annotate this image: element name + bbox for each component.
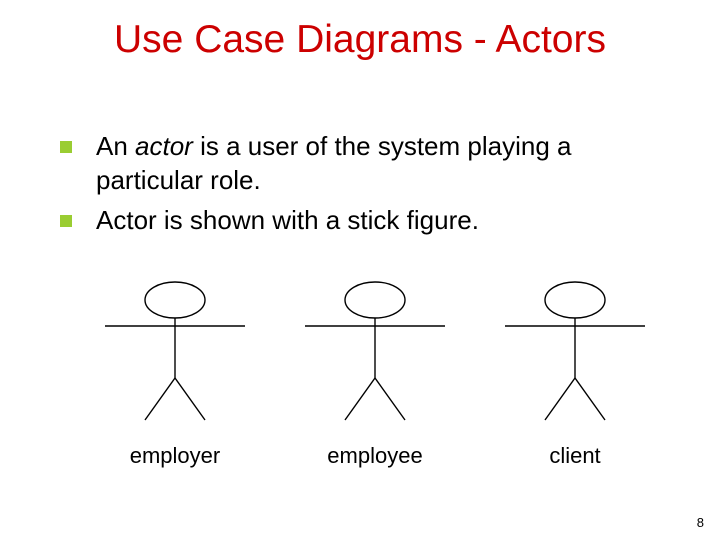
bullet-text: An actor is a user of the system playing… — [96, 130, 680, 198]
bullet-marker-icon — [60, 141, 72, 153]
bullet-marker-icon — [60, 215, 72, 227]
actor: employer — [90, 280, 260, 469]
bullet-item: Actor is shown with a stick figure. — [60, 204, 680, 238]
bullet-prefix: An — [96, 131, 135, 161]
page-number: 8 — [697, 515, 704, 530]
actor-label: employer — [90, 443, 260, 469]
actor-label: employee — [290, 443, 460, 469]
actor: employee — [290, 280, 460, 469]
actors-row: employer employee client — [80, 280, 660, 500]
bullet-emphasis: actor — [135, 131, 193, 161]
slide-title: Use Case Diagrams - Actors — [0, 18, 720, 62]
actor-label: client — [490, 443, 660, 469]
bullet-item: An actor is a user of the system playing… — [60, 130, 680, 198]
stickfigure-icon — [495, 280, 655, 435]
slide: Use Case Diagrams - Actors An actor is a… — [0, 0, 720, 540]
stickfigure-icon — [295, 280, 455, 435]
actor: client — [490, 280, 660, 469]
bullet-suffix: Actor is shown with a stick figure. — [96, 205, 479, 235]
bullet-text: Actor is shown with a stick figure. — [96, 204, 680, 238]
bullet-list: An actor is a user of the system playing… — [60, 130, 680, 243]
stickfigure-icon — [95, 280, 255, 435]
